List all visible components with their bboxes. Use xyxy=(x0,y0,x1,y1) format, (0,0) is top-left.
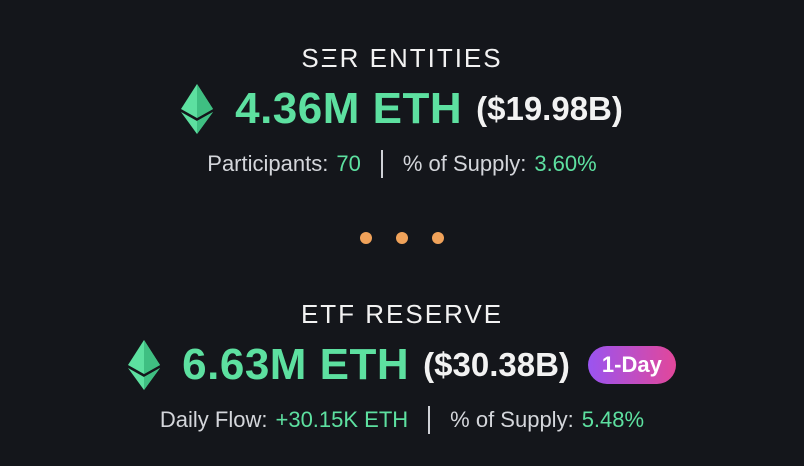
divider xyxy=(428,406,431,434)
divider xyxy=(380,150,383,178)
timeframe-badge[interactable]: 1-Day xyxy=(587,346,676,384)
participants-label: Participants: xyxy=(207,151,329,176)
stats-row: Participants: 70 % of Supply: 3.60% xyxy=(207,148,597,180)
dot xyxy=(396,232,408,244)
ethereum-icon xyxy=(181,84,214,134)
section-title: SΞR ENTITIES xyxy=(301,43,503,73)
eth-amount: 4.36M ETH xyxy=(235,84,463,133)
headline-row: 6.63M ETH ($30.38B) 1-Day xyxy=(128,334,676,396)
participants-value: 70 xyxy=(336,151,361,176)
supply-value: 5.48% xyxy=(581,407,645,432)
etf-reserve-section: ETF RESERVE 6.63M ETH ($30.38B) 1-Day Da… xyxy=(0,296,804,436)
usd-value: ($30.38B) xyxy=(423,346,570,383)
eth-amount: 6.63M ETH xyxy=(182,340,410,389)
supply-value: 3.60% xyxy=(534,151,597,176)
three-dots-icon xyxy=(0,232,804,244)
supply-label: % of Supply: xyxy=(402,151,527,176)
dot xyxy=(432,232,444,244)
section-title: ETF RESERVE xyxy=(300,299,504,329)
ser-entities-section: SΞR ENTITIES 4.36M ETH ($19.98B) Partici… xyxy=(0,40,804,180)
usd-value: ($19.98B) xyxy=(476,90,623,127)
daily-flow-label: Daily Flow: xyxy=(159,407,268,432)
headline-row: 4.36M ETH ($19.98B) xyxy=(181,78,623,140)
supply-label: % of Supply: xyxy=(450,407,574,432)
stats-row: Daily Flow: +30.15K ETH % of Supply: 5.4… xyxy=(160,404,644,436)
ethereum-icon xyxy=(128,340,161,390)
dot xyxy=(360,232,372,244)
daily-flow-value: +30.15K ETH xyxy=(275,407,409,432)
